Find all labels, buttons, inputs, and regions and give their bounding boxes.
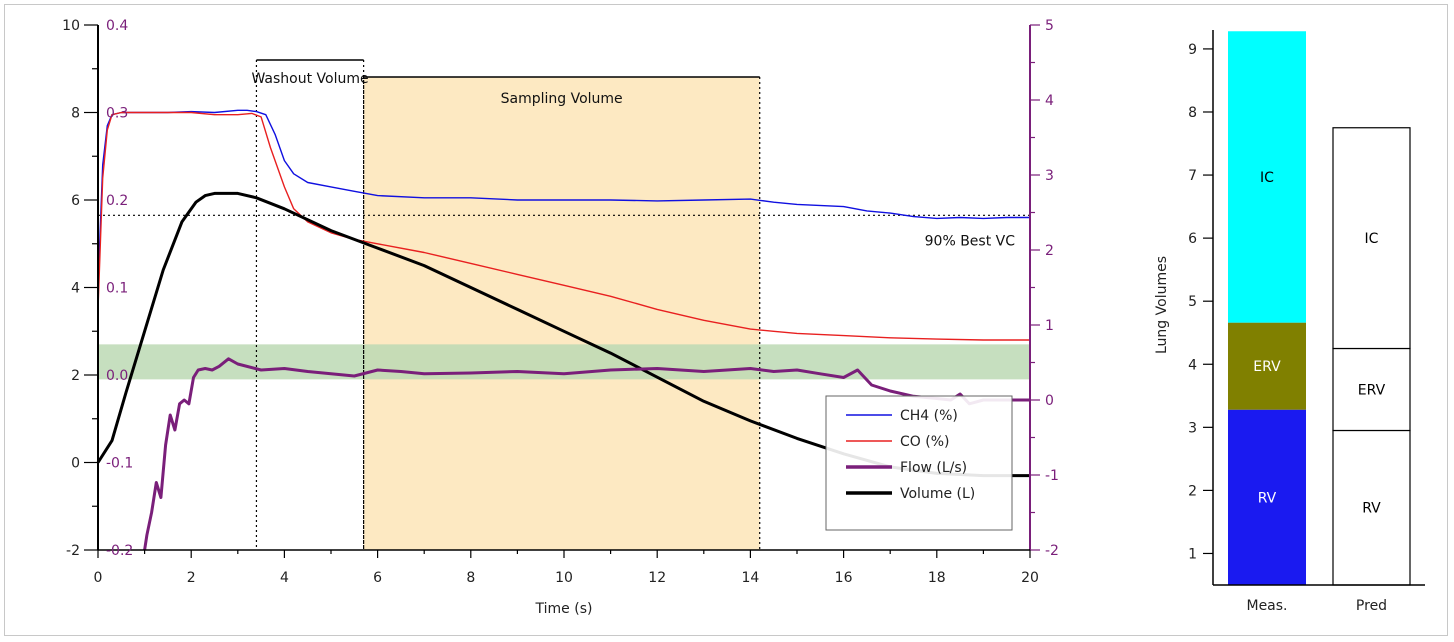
x-axis-title: Time (s): [535, 601, 593, 617]
y-right-tick-label: 3: [1045, 168, 1054, 184]
y-left-tick-label: 6: [71, 193, 80, 209]
bar-segment-label: ERV: [1358, 382, 1386, 398]
washout-volume-label: Washout Volume: [251, 71, 368, 87]
y-left-tick-label: 4: [71, 281, 80, 297]
legend-label: CH4 (%): [900, 408, 958, 424]
bar-category-label: Pred: [1356, 598, 1387, 614]
y-right-tick-label: 1: [1045, 318, 1054, 334]
y-left-tick-label: 2: [71, 368, 80, 384]
bar-segment-label: IC: [1365, 231, 1379, 247]
x-tick-label: 12: [648, 570, 666, 586]
x-tick-label: 14: [741, 570, 759, 586]
y-left-tick-label: 8: [71, 106, 80, 122]
bar-y-tick-label: 6: [1188, 231, 1197, 247]
y-right-tick-label: 2: [1045, 243, 1054, 259]
y-inner-tick-label: 0.4: [106, 18, 128, 34]
bar-segment-meas-ic: [1228, 31, 1306, 323]
x-tick-label: 20: [1021, 570, 1039, 586]
x-tick-label: 8: [466, 570, 475, 586]
x-tick-label: 6: [373, 570, 382, 586]
x-tick-label: 0: [94, 570, 103, 586]
y-right-tick-label: -1: [1045, 468, 1059, 484]
y-inner-tick-label: -0.2: [106, 543, 133, 559]
bar-y-axis-title: Lung Volumes: [1154, 256, 1170, 354]
bar-segment-meas-rv: [1228, 409, 1306, 585]
bar-y-tick-label: 5: [1188, 294, 1197, 310]
y-right-tick-label: 5: [1045, 18, 1054, 34]
y-right-tick-label: 4: [1045, 93, 1054, 109]
x-tick-label: 16: [835, 570, 853, 586]
y-inner-tick-label: 0.0: [106, 368, 128, 384]
bar-segment-pred-rv: [1332, 429, 1411, 586]
bar-y-tick-label: 4: [1188, 357, 1197, 373]
legend-label: Flow (L/s): [900, 460, 967, 476]
y-inner-tick-label: 0.1: [106, 281, 128, 297]
bar-y-tick-label: 7: [1188, 168, 1197, 184]
legend-label: CO (%): [900, 434, 949, 450]
best-vc-label: 90% Best VC: [925, 233, 1016, 249]
bar-y-tick-label: 3: [1188, 420, 1197, 436]
bar-y-tick-label: 1: [1188, 546, 1197, 562]
y-left-tick-label: -2: [66, 543, 80, 559]
series-line-volume: [96, 191, 1030, 478]
chart-frame: [4, 4, 1448, 636]
bar-segment-pred-ic: [1332, 127, 1411, 350]
y-right-tick-label: -2: [1045, 543, 1059, 559]
bar-y-tick-label: 2: [1188, 483, 1197, 499]
sampling-volume-area: [363, 77, 760, 550]
y-inner-tick-label: -0.1: [106, 456, 133, 472]
series-line-flow: [143, 357, 1030, 551]
bar-segment-meas-erv: [1228, 322, 1306, 410]
bar-y-tick-label: 8: [1188, 105, 1197, 121]
bar-y-tick-label: 9: [1188, 42, 1197, 58]
x-tick-label: 18: [928, 570, 946, 586]
legend-box: [825, 395, 1013, 531]
y-left-tick-label: 0: [71, 456, 80, 472]
sampling-volume-label: Sampling Volume: [501, 91, 623, 107]
bar-segment-label: ERV: [1253, 359, 1281, 375]
y-inner-tick-label: 0.2: [106, 193, 128, 209]
legend-label: Volume (L): [900, 486, 975, 502]
bar-segment-pred-erv: [1332, 347, 1411, 432]
y-left-tick-label: 10: [62, 18, 80, 34]
x-tick-label: 10: [555, 570, 573, 586]
bar-segment-label: RV: [1258, 490, 1277, 506]
bar-segment-label: RV: [1362, 501, 1381, 517]
x-tick-label: 4: [280, 570, 289, 586]
bar-segment-label: IC: [1260, 170, 1274, 186]
y-right-tick-label: 0: [1045, 393, 1054, 409]
y-inner-tick-label: 0.3: [106, 106, 128, 122]
bar-category-label: Meas.: [1246, 598, 1287, 614]
x-tick-label: 2: [187, 570, 196, 586]
